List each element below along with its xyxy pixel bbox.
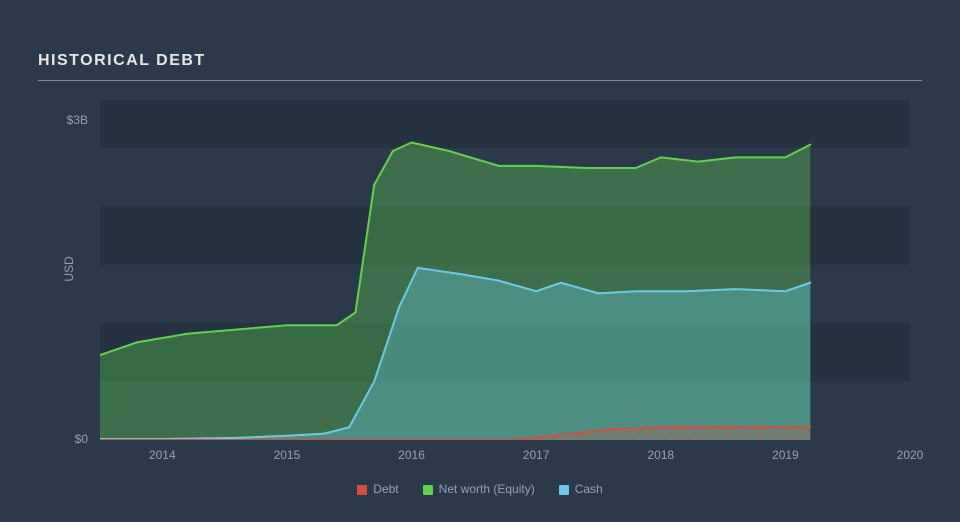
chart-title: HISTORICAL DEBT bbox=[38, 52, 206, 70]
legend-label: Debt bbox=[373, 482, 398, 496]
legend-swatch bbox=[559, 485, 569, 495]
legend-item: Net worth (Equity) bbox=[423, 482, 535, 496]
x-tick-label: 2019 bbox=[772, 448, 799, 462]
chart-container: HISTORICAL DEBT $0 $3B USD 2014 2015 2016 201… bbox=[0, 0, 960, 522]
legend-label: Net worth (Equity) bbox=[439, 482, 535, 496]
y-tick-label: $0 bbox=[50, 432, 88, 446]
x-tick-label: 2014 bbox=[149, 448, 176, 462]
x-tick-label: 2018 bbox=[647, 448, 674, 462]
y-axis-title: USD bbox=[62, 250, 76, 288]
legend-item: Cash bbox=[559, 482, 603, 496]
y-tick-label: $3B bbox=[50, 113, 88, 127]
x-tick-label: 2016 bbox=[398, 448, 425, 462]
x-tick-label: 2017 bbox=[523, 448, 550, 462]
legend-swatch bbox=[357, 485, 367, 495]
legend-item: Debt bbox=[357, 482, 398, 496]
x-tick-label: 2020 bbox=[897, 448, 924, 462]
x-axis-labels: 2014201520162017201820192020 bbox=[100, 448, 910, 466]
x-tick-label: 2015 bbox=[274, 448, 301, 462]
legend-label: Cash bbox=[575, 482, 603, 496]
legend-swatch bbox=[423, 485, 433, 495]
chart-svg bbox=[100, 100, 910, 440]
plot-area bbox=[100, 100, 910, 440]
title-rule bbox=[38, 80, 922, 81]
legend: Debt Net worth (Equity) Cash bbox=[0, 482, 960, 496]
